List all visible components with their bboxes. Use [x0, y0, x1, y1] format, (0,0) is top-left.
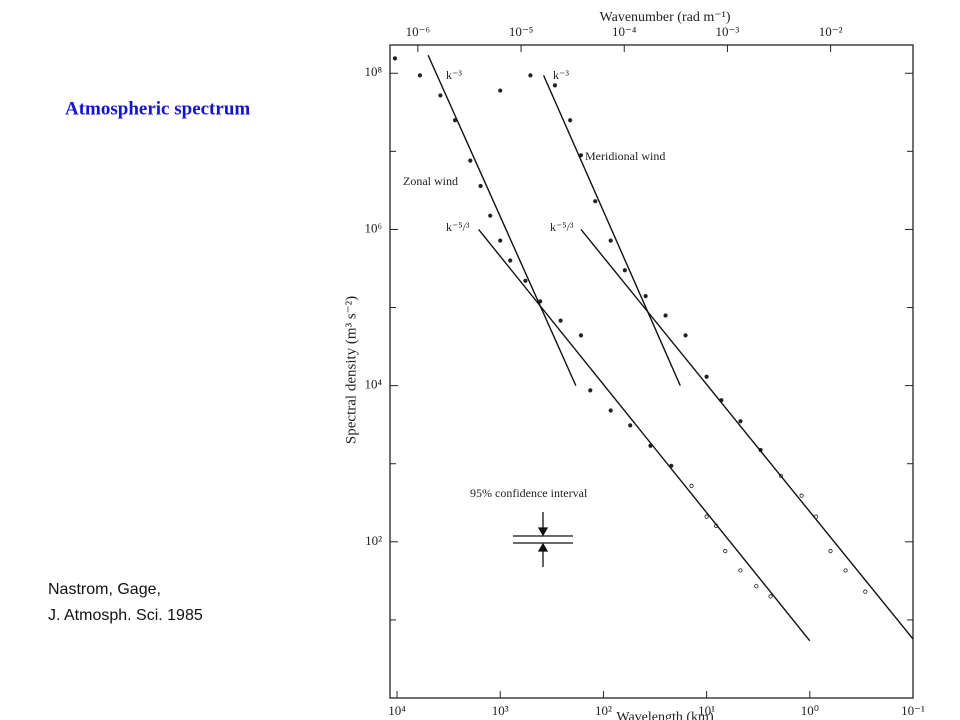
data-point: [843, 568, 848, 573]
x2-tick-label: 10⁻⁴: [612, 24, 637, 39]
x-tick-label: 10³: [492, 703, 509, 718]
data-point: [768, 594, 773, 599]
data-point: [508, 258, 513, 263]
data-point: [588, 388, 593, 393]
data-point: [704, 374, 709, 379]
y-tick-label: 10⁸: [364, 64, 382, 79]
citation: Nastrom, Gage,: [48, 581, 161, 598]
data-point: [828, 549, 833, 554]
data-point: [593, 199, 598, 204]
series-label: k⁻⁵/³: [550, 220, 574, 234]
x2-axis-label: Wavenumber (rad m⁻¹): [600, 10, 731, 25]
data-point: [754, 584, 759, 589]
x2-tick-label: 10⁻⁶: [406, 24, 430, 39]
data-point: [438, 93, 443, 98]
y-tick-label: 10²: [365, 533, 382, 548]
data-point: [392, 56, 398, 61]
x-axis-label: Wavelength (km): [616, 710, 714, 720]
data-point: [683, 333, 688, 338]
slide-title: Atmospheric spectrum: [65, 98, 250, 119]
series-label: k⁻⁵/³: [446, 220, 470, 234]
y-axis-label: Spectral density (m³ s⁻²): [343, 296, 359, 444]
data-point: [468, 158, 473, 163]
data-point: [417, 73, 423, 78]
data-point: [643, 294, 648, 299]
data-point: [552, 83, 558, 88]
y-tick-label: 10⁶: [364, 220, 382, 235]
x2-tick-label: 10⁻³: [716, 24, 740, 39]
data-point: [663, 313, 668, 318]
data-point: [863, 589, 868, 594]
data-point: [523, 278, 528, 283]
data-point: [488, 213, 493, 218]
data-point: [799, 493, 804, 498]
x-tick-label: 10⁰: [801, 703, 819, 718]
data-point: [689, 483, 694, 488]
data-point: [608, 238, 613, 243]
data-point: [738, 568, 743, 573]
data-point: [778, 473, 784, 478]
data-point: [498, 238, 503, 243]
confidence-interval-symbol: [513, 512, 573, 567]
series-label: Zonal wind: [403, 174, 458, 188]
data-point: [498, 88, 503, 93]
x-tick-label: 10²: [595, 703, 612, 718]
data-point: [628, 423, 633, 428]
data-point: [738, 419, 743, 424]
data-point: [723, 549, 728, 554]
citation: J. Atmosph. Sci. 1985: [48, 607, 203, 624]
data-point: [578, 333, 584, 338]
reference-line: [580, 228, 914, 640]
x-tick-label: 10¹: [698, 703, 715, 718]
data-point: [478, 183, 483, 189]
data-point: [704, 514, 709, 519]
x2-tick-label: 10⁻⁵: [509, 24, 533, 39]
x-tick-label: 10⁴: [388, 703, 406, 718]
data-point: [622, 268, 627, 273]
plot-frame: [389, 44, 914, 699]
reference-line: [542, 75, 681, 386]
reference-line: [427, 54, 577, 386]
data-point: [568, 118, 573, 123]
data-point: [558, 318, 563, 323]
y-tick-label: 10⁴: [364, 377, 382, 392]
annotation: 95% confidence interval: [470, 486, 588, 500]
x2-tick-label: 10⁻²: [819, 24, 843, 39]
series-label: Meridional wind: [585, 149, 665, 163]
reference-line: [478, 228, 811, 642]
x-tick-label: 10⁻¹: [901, 703, 925, 718]
data-point: [608, 408, 613, 413]
series-label: k⁻³: [446, 68, 462, 82]
data-point: [528, 73, 533, 78]
series-label: k⁻³: [553, 68, 569, 82]
